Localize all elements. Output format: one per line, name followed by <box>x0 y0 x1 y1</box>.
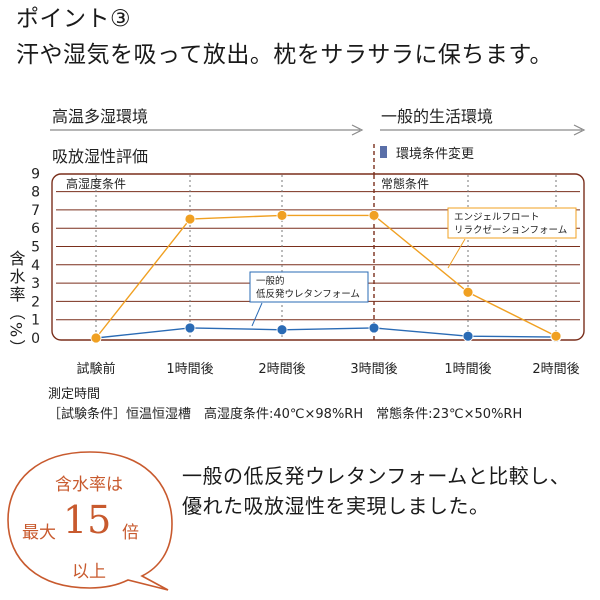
series-orange-point <box>184 213 196 225</box>
phase-arrowhead-humid <box>351 124 364 136</box>
plot-frame <box>51 173 585 341</box>
y-tick-label: 9 <box>31 166 40 182</box>
y-tick-label: 1 <box>31 313 40 329</box>
moisture-chart: 高温多湿環境 一般的生活環境 吸放湿性評価 環境条件変更 0123456789 … <box>7 107 586 422</box>
x-tick-label: 1時間後 <box>444 362 491 377</box>
y-tick-label: 7 <box>31 203 40 219</box>
blue-series-pointer <box>251 302 263 327</box>
badge-number: 15 <box>63 498 112 542</box>
x-tick-label: 2時間後 <box>532 362 579 377</box>
series-blue-line <box>95 327 557 339</box>
headline-subtitle: 汗や湿気を吸って放出。枕をサラサラに保ちます。 <box>16 42 554 68</box>
badge-prefix: 最大 <box>22 523 56 543</box>
x-tick-label: 1時間後 <box>166 362 213 377</box>
blue-series-label-1: 一般的 <box>256 275 285 287</box>
series-orange-line <box>95 214 557 339</box>
series-orange-point <box>90 332 102 344</box>
condition-label-normal: 常態条件 <box>381 176 429 191</box>
series-orange-point <box>550 330 562 342</box>
phase-arrowhead-normal <box>573 124 586 136</box>
callout-line2: 優れた吸放湿性を実現しました。 <box>182 494 490 518</box>
orange-series-label-box <box>447 207 577 239</box>
series-orange-point <box>276 209 288 221</box>
series-orange-point <box>368 209 380 221</box>
series-blue-point <box>276 324 288 336</box>
orange-series-label-1: エンジェルフロート <box>454 212 540 223</box>
y-tick-label: 4 <box>31 258 40 274</box>
x-tick-label: 3時間後 <box>350 362 397 377</box>
y-tick-label: 3 <box>31 276 40 292</box>
series-blue-point <box>462 330 474 342</box>
headline-title: ポイント③ <box>16 6 132 32</box>
badge-line1: 含水率は <box>55 475 123 495</box>
series-blue-point <box>184 322 196 334</box>
chart-title: 吸放湿性評価 <box>52 147 148 166</box>
y-tick-label: 6 <box>31 221 40 237</box>
badge-outline <box>7 451 173 591</box>
x-tick-label: 試験前 <box>76 361 115 377</box>
phase-label-humid: 高温多湿環境 <box>52 107 148 126</box>
test-conditions-footnote: ［試験条件］恒温恒湿槽 高湿度条件:40℃×98%RH 常態条件:23℃×50%… <box>48 406 522 422</box>
change-marker-icon <box>380 146 387 158</box>
series-blue-point <box>368 322 380 334</box>
blue-series-label-2: 低反発ウレタンフォーム <box>256 288 360 300</box>
callout-line1: 一般の低反発ウレタンフォームと比較し、 <box>182 464 571 488</box>
svg-text:含水率（%）: 含水率（%） <box>7 250 26 357</box>
blue-series-label-box <box>249 271 369 303</box>
x-axis-title: 測定時間 <box>48 387 100 402</box>
orange-series-pointer <box>447 238 466 269</box>
badge-suffix: 倍 <box>122 523 139 543</box>
y-tick-label: 8 <box>31 185 40 201</box>
y-tick-label: 0 <box>31 331 40 347</box>
badge-bubble <box>7 451 173 591</box>
y-tick-label: 2 <box>31 294 40 310</box>
condition-label-humid: 高湿度条件 <box>66 176 126 191</box>
series-orange-point <box>462 286 474 298</box>
y-tick-label: 5 <box>31 240 40 256</box>
phase-label-normal: 一般的生活環境 <box>381 107 493 126</box>
x-tick-label: 2時間後 <box>258 362 305 377</box>
y-axis-label: 含水率（%） <box>7 250 26 357</box>
orange-series-label-2: リラクゼーションフォーム <box>454 224 567 236</box>
badge-line3: 以上 <box>72 562 106 582</box>
change-marker-label: 環境条件変更 <box>396 146 474 162</box>
